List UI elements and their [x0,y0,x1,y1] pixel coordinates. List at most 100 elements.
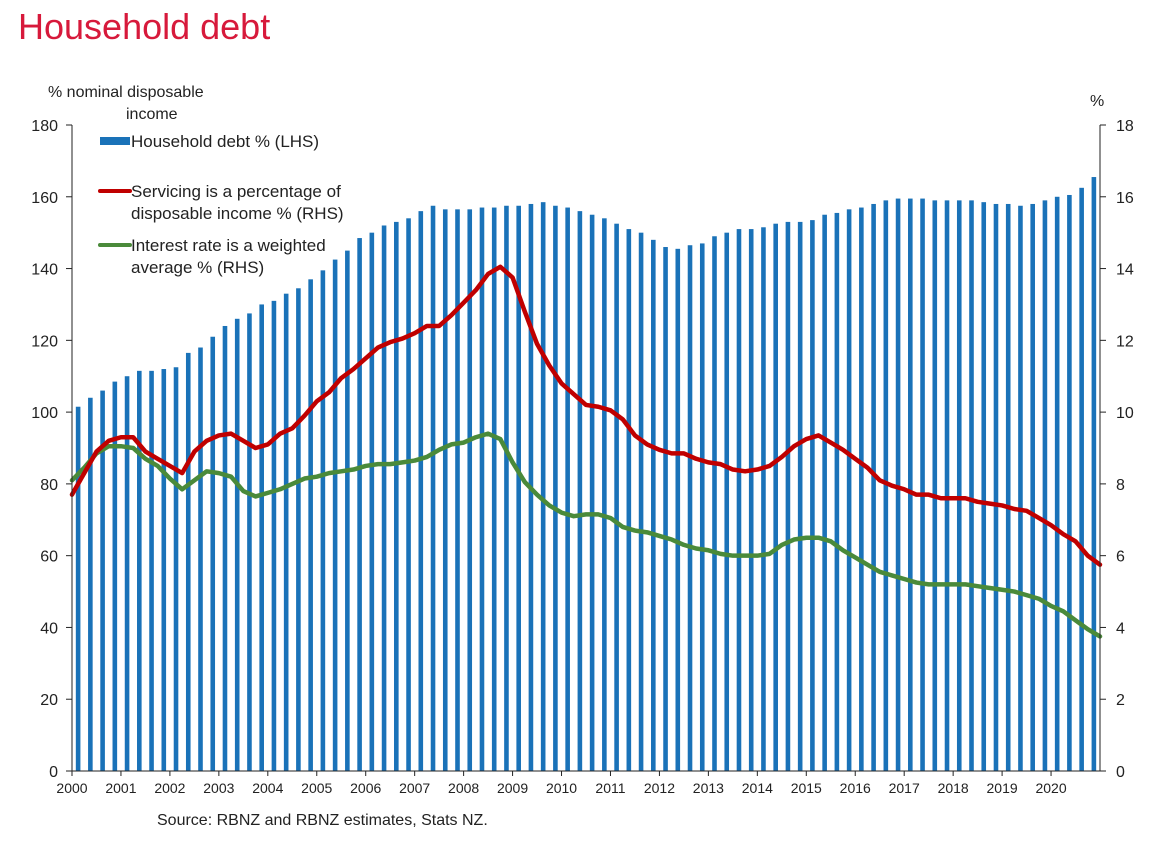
x-tick-label: 2003 [203,780,234,796]
right-tick-label: 12 [1116,333,1134,350]
legend-label-debt: Household debt % (LHS) [131,132,319,151]
bar-household-debt [430,205,436,771]
bar-household-debt [369,232,375,772]
bar-household-debt [785,221,791,771]
bar-household-debt [773,223,778,771]
x-tick-label: 2020 [1035,780,1066,796]
bar-household-debt [553,205,558,771]
right-axis-title: % [1090,93,1104,110]
bar-household-debt [271,300,277,771]
x-tick-label: 2007 [399,780,430,796]
bar-household-debt [442,209,448,772]
bar-household-debt [504,205,509,771]
bar-household-debt [1030,203,1035,771]
left-tick-label: 40 [40,620,58,637]
bar-household-debt [1079,187,1084,771]
bar-household-debt [75,406,81,771]
bar-household-debt [822,214,827,772]
bar-household-debt [1091,177,1097,772]
x-tick-label: 2008 [448,780,479,796]
chart-title: Household debt [18,6,271,47]
line-series-group [69,264,1103,639]
right-tick-label: 16 [1116,190,1134,207]
x-tick-label: 2016 [840,780,871,796]
bar-household-debt [296,288,301,771]
bar-household-debt [895,198,901,771]
bar-household-debt [699,243,705,771]
bar-household-debt [491,207,497,772]
bar-household-debt [467,209,473,772]
bar-household-debt [736,229,742,771]
bar-household-debt [761,227,766,771]
bar-household-debt [712,236,717,771]
bar-household-debt [283,293,289,771]
bar-household-debt [993,203,999,771]
x-tick-label: 2005 [301,780,332,796]
bar-household-debt [100,390,105,771]
legend: Household debt % (LHS) Servicing is a per… [98,132,344,277]
x-tick-label: 2018 [938,780,969,796]
legend-swatch-debt [100,137,130,145]
bar-household-debt [883,200,889,771]
x-tick-label: 2019 [987,780,1018,796]
right-tick-label: 14 [1116,262,1134,279]
source-note: Source: RBNZ and RBNZ estimates, Stats N… [157,812,488,829]
bar-household-debt [418,211,424,771]
bar-household-debt [222,325,228,771]
left-tick-label: 100 [31,405,58,422]
x-tick-label: 2001 [105,780,136,796]
bar-household-debt [137,370,142,771]
x-tick-label: 2009 [497,780,528,796]
left-tick-label: 120 [31,333,58,350]
bar-household-debt [663,247,668,771]
left-tick-label: 0 [49,764,58,781]
left-tick-label: 60 [40,549,58,566]
left-tick-label: 80 [40,477,58,494]
bar-household-debt [797,221,803,771]
left-axis-title-line1: % nominal disposable [48,84,204,101]
bar-household-debt [210,336,216,771]
bar-household-debt [565,207,570,772]
legend-label-interest: Interest rate is a weighted [131,236,326,255]
left-tick-label: 180 [31,118,58,135]
x-tick-label: 2002 [154,780,185,796]
x-tick-label: 2004 [252,780,283,796]
right-tick-label: 2 [1116,692,1125,709]
bar-series-household-debt [75,177,1097,772]
bar-household-debt [956,200,962,771]
right-tick-label: 6 [1116,549,1125,566]
x-tick-label: 2012 [644,780,675,796]
bar-household-debt [932,200,938,771]
bar-household-debt [577,211,583,771]
bar-household-debt [149,370,154,771]
bar-household-debt [638,232,644,772]
bar-household-debt [394,221,399,771]
bar-household-debt [88,397,93,771]
bar-household-debt [651,239,656,772]
x-tick-label: 2006 [350,780,381,796]
legend-label-interest: average % (RHS) [131,258,264,277]
bar-household-debt [308,279,313,771]
bar-household-debt [479,207,485,772]
bar-household-debt [920,198,925,771]
bar-household-debt [1005,203,1011,771]
bar-household-debt [320,270,326,771]
left-axis-title-line2: income [126,106,178,123]
bar-household-debt [124,376,130,771]
bar-household-debt [675,248,681,771]
bar-household-debt [540,202,546,771]
right-tick-label: 0 [1116,764,1125,781]
bar-household-debt [259,304,264,771]
right-tick-label: 10 [1116,405,1134,422]
x-tick-label: 2017 [889,780,920,796]
bar-household-debt [614,223,619,771]
bar-household-debt [1042,200,1048,771]
axes-group: 0 20 40 60 80 100 120 140 160 180 0 2 4 6 8 10 12 14 16 18 2… [31,118,1134,796]
legend-label-servicing: disposable income % (RHS) [131,204,344,223]
bar-household-debt [626,229,632,771]
right-tick-label: 4 [1116,620,1125,637]
bar-household-debt [687,245,693,772]
x-tick-label: 2010 [546,780,577,796]
bar-household-debt [981,202,987,771]
